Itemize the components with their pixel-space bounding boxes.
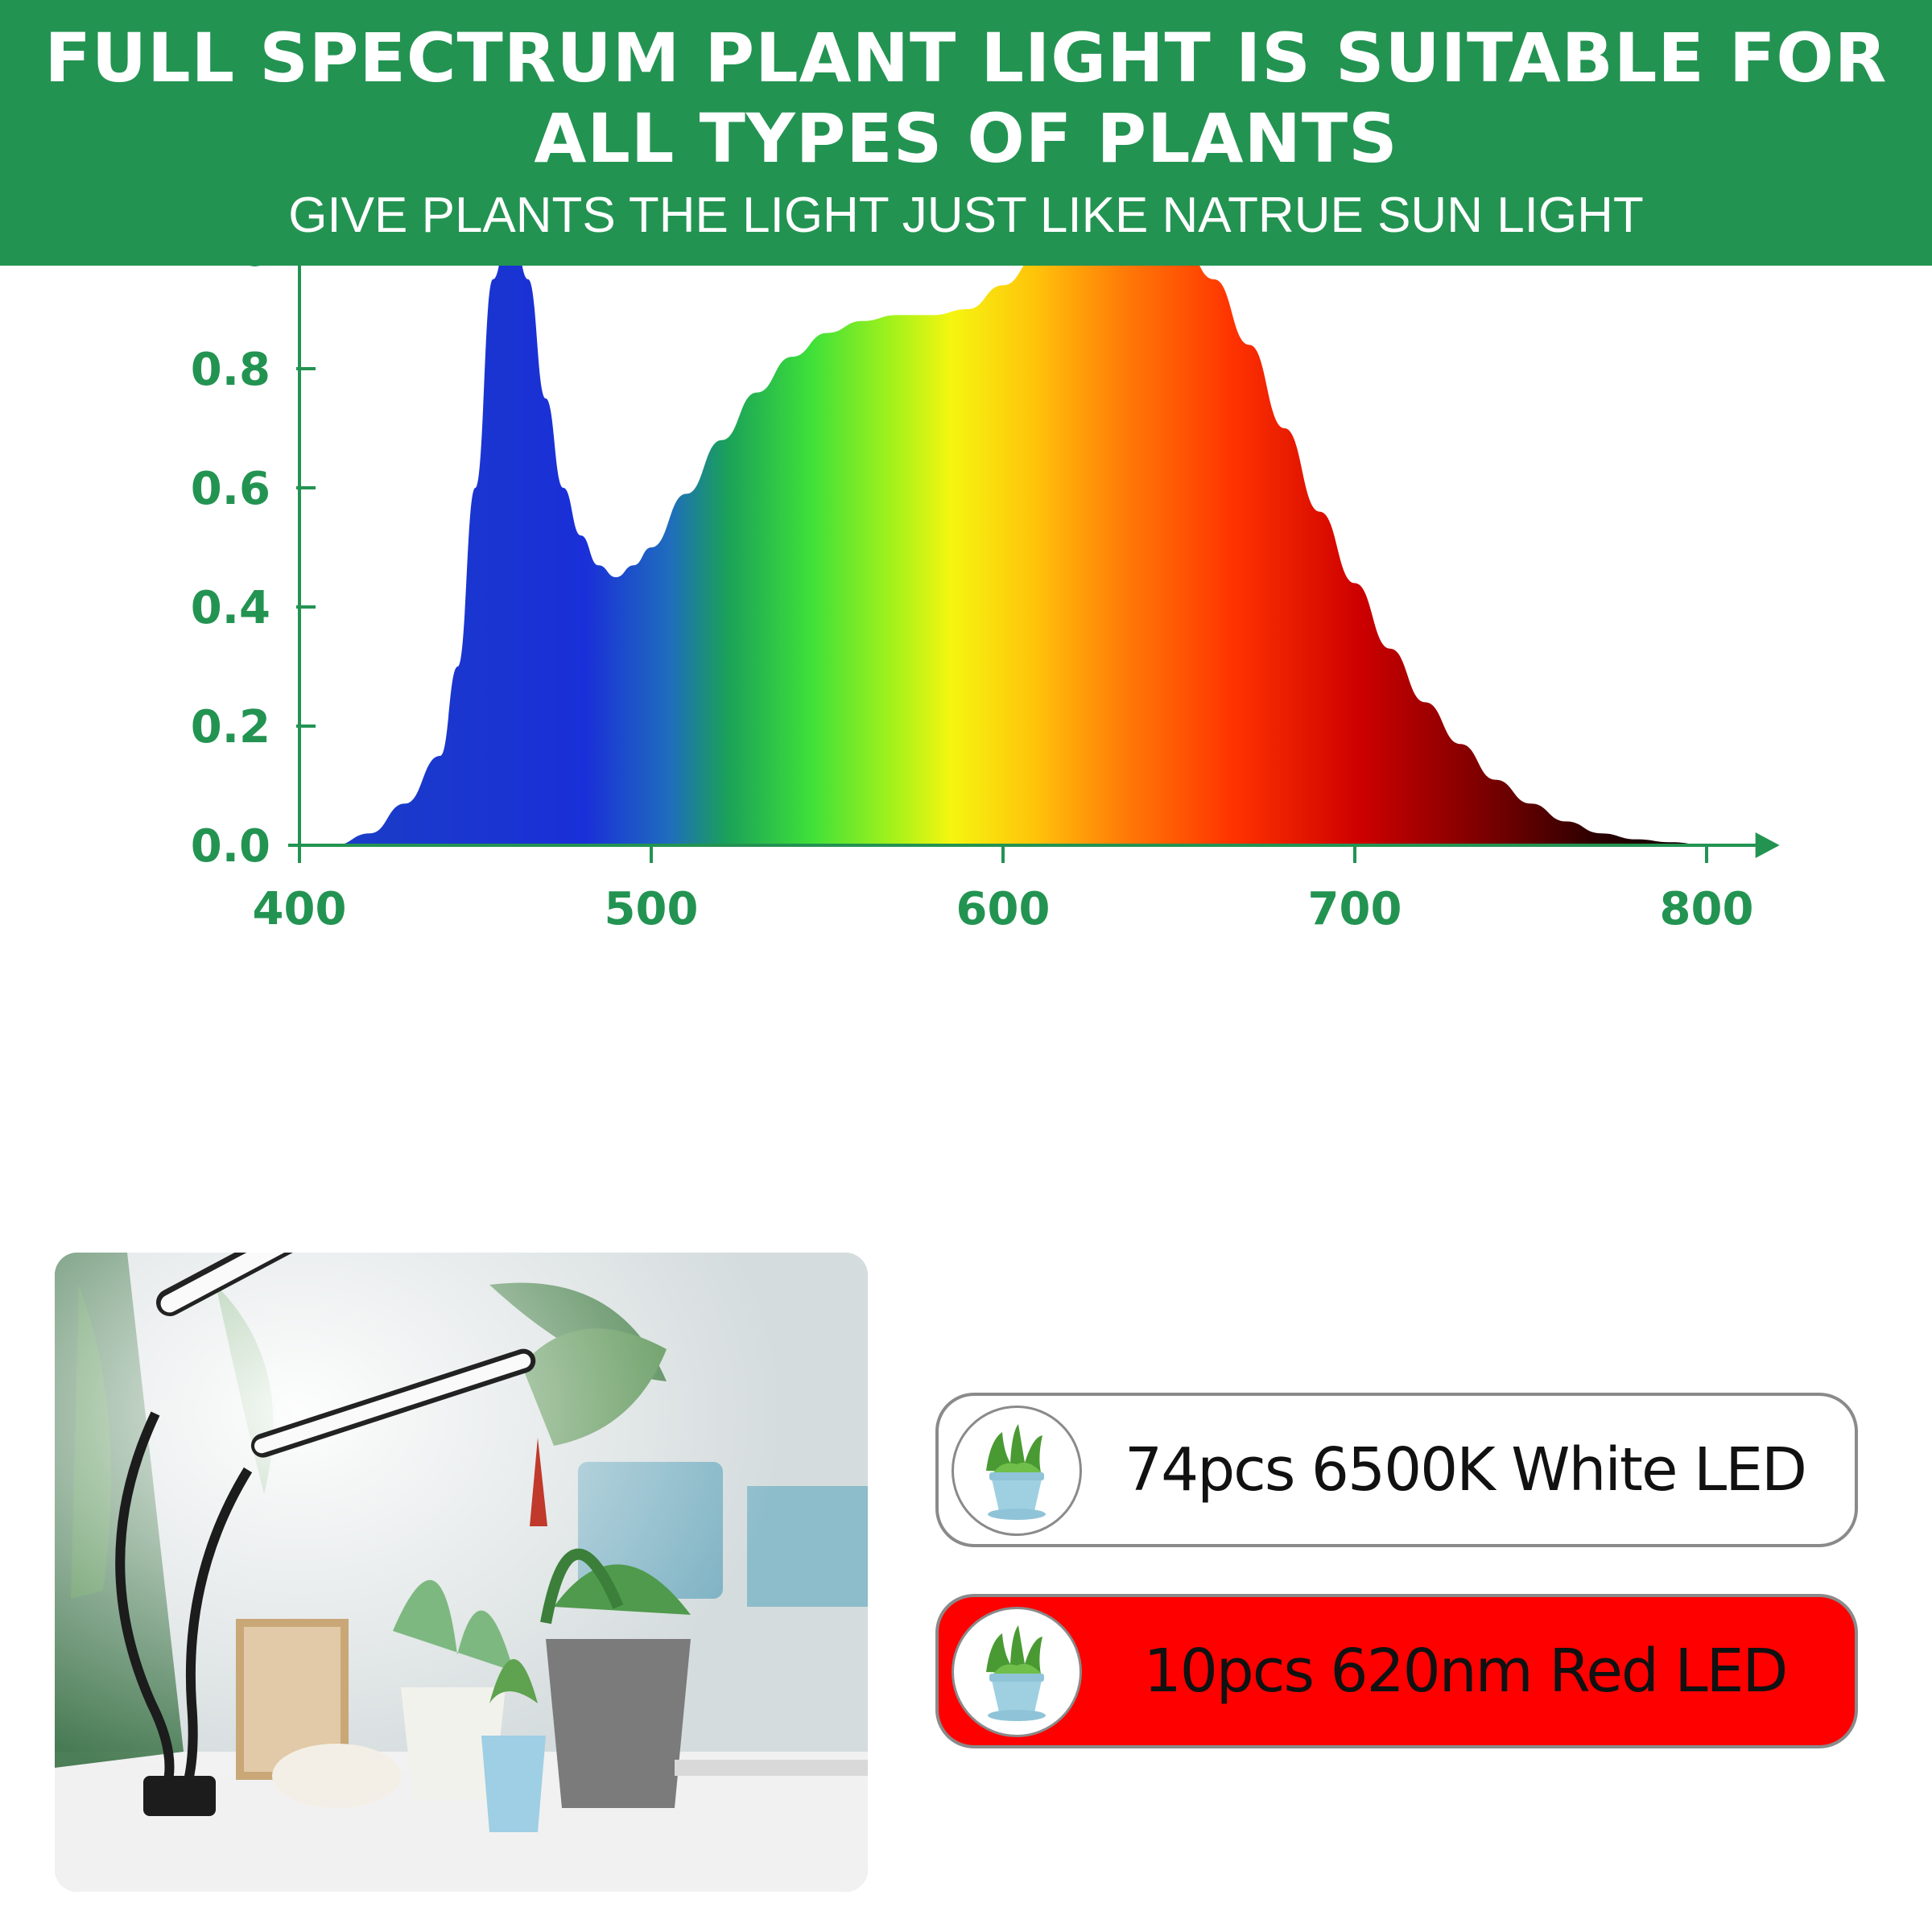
plant-pot-icon [952,1607,1082,1737]
banner-title-line-2: ALL TYPES OF PLANTS [534,99,1398,178]
grow-light-scene-illustration [55,1253,868,1892]
banner-subtitle: GIVE PLANTS THE LIGHT JUST LIKE NATRUE S… [288,188,1644,243]
white-led-feature: 74pcs 6500K White LED [935,1393,1858,1547]
plant-pot-icon [952,1406,1082,1536]
spectrum-area [334,266,1707,845]
banner-title-line-1: FULL SPECTRUM PLANT LIGHT IS SUITABLE FO… [44,19,1888,97]
y-tick-label: 0.6 [191,463,270,515]
y-tick-label: 0.4 [191,582,270,634]
y-tick-label: 0.0 [191,820,270,873]
x-tick-label: 400 [253,883,347,935]
y-tick-label: 0.2 [191,701,270,753]
banner-title: FULL SPECTRUM PLANT LIGHT IS SUITABLE FO… [0,18,1932,179]
x-tick-label: 700 [1308,883,1402,935]
x-tick-label: 500 [605,883,699,935]
product-photo [55,1253,868,1892]
x-axis-ticks: 400 500 600 700 800 [253,844,1754,935]
header-banner: FULL SPECTRUM PLANT LIGHT IS SUITABLE FO… [0,0,1932,266]
x-tick-label: 800 [1660,883,1754,935]
y-tick-label: 1.0 [191,266,270,277]
white-led-label: 74pcs 6500K White LED [1125,1435,1807,1505]
x-tick-label: 600 [956,883,1051,935]
chart-axes [288,266,1780,858]
x-axis-arrow-icon [1755,832,1780,858]
y-axis-ticks: 0.00.20.40.60.81.01.2 [191,266,316,873]
y-tick-label: 0.8 [191,344,270,396]
red-led-label: 10pcs 620nm Red LED [1143,1637,1789,1706]
red-led-feature: 10pcs 620nm Red LED [935,1594,1858,1748]
